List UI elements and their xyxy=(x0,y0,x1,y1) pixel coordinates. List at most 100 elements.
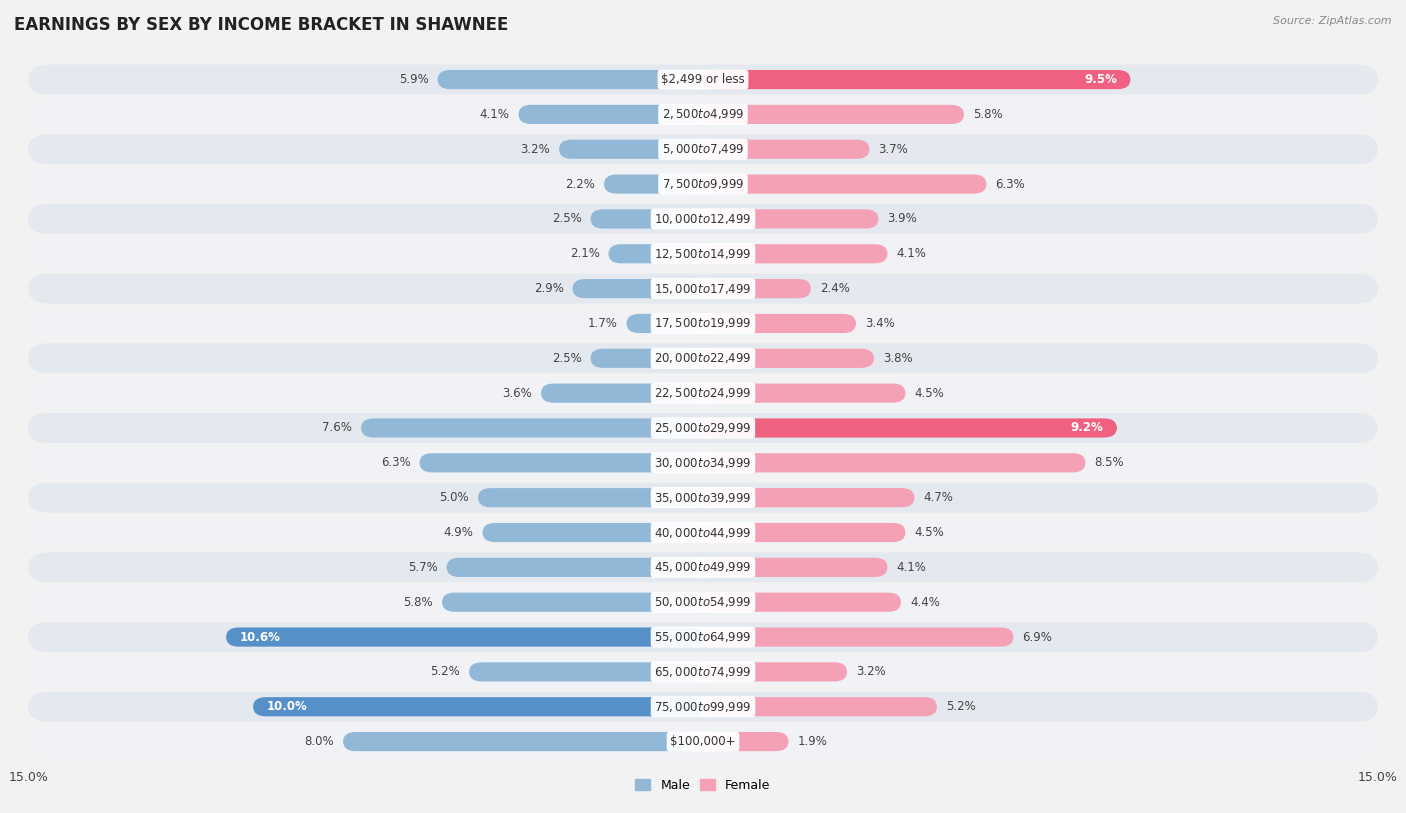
Text: 2.2%: 2.2% xyxy=(565,177,595,190)
Text: $35,000 to $39,999: $35,000 to $39,999 xyxy=(654,491,752,505)
Text: $2,499 or less: $2,499 or less xyxy=(661,73,745,86)
FancyBboxPatch shape xyxy=(28,657,1378,687)
Text: 2.4%: 2.4% xyxy=(820,282,849,295)
Text: 2.5%: 2.5% xyxy=(551,212,582,225)
FancyBboxPatch shape xyxy=(609,244,703,263)
Text: 10.0%: 10.0% xyxy=(267,700,308,713)
FancyBboxPatch shape xyxy=(28,448,1378,478)
FancyBboxPatch shape xyxy=(28,169,1378,199)
FancyBboxPatch shape xyxy=(253,698,703,716)
FancyBboxPatch shape xyxy=(703,488,914,507)
Text: 7.6%: 7.6% xyxy=(322,421,352,434)
Text: 4.1%: 4.1% xyxy=(897,247,927,260)
FancyBboxPatch shape xyxy=(703,70,1130,89)
Text: Source: ZipAtlas.com: Source: ZipAtlas.com xyxy=(1274,16,1392,26)
FancyBboxPatch shape xyxy=(28,413,1378,443)
FancyBboxPatch shape xyxy=(703,314,856,333)
Text: 8.5%: 8.5% xyxy=(1094,456,1123,469)
FancyBboxPatch shape xyxy=(28,552,1378,582)
FancyBboxPatch shape xyxy=(703,558,887,577)
Text: $45,000 to $49,999: $45,000 to $49,999 xyxy=(654,560,752,574)
Text: 3.6%: 3.6% xyxy=(502,387,531,400)
FancyBboxPatch shape xyxy=(28,622,1378,652)
FancyBboxPatch shape xyxy=(28,64,1378,94)
Text: $55,000 to $64,999: $55,000 to $64,999 xyxy=(654,630,752,644)
Text: $2,500 to $4,999: $2,500 to $4,999 xyxy=(662,107,744,121)
FancyBboxPatch shape xyxy=(28,518,1378,547)
Text: 9.5%: 9.5% xyxy=(1084,73,1116,86)
Text: 5.7%: 5.7% xyxy=(408,561,437,574)
FancyBboxPatch shape xyxy=(28,274,1378,303)
FancyBboxPatch shape xyxy=(361,419,703,437)
Text: $40,000 to $44,999: $40,000 to $44,999 xyxy=(654,525,752,540)
FancyBboxPatch shape xyxy=(28,343,1378,373)
FancyBboxPatch shape xyxy=(447,558,703,577)
FancyBboxPatch shape xyxy=(519,105,703,124)
Text: 9.2%: 9.2% xyxy=(1071,421,1104,434)
Text: 5.2%: 5.2% xyxy=(946,700,976,713)
FancyBboxPatch shape xyxy=(703,209,879,228)
Text: 8.0%: 8.0% xyxy=(305,735,335,748)
FancyBboxPatch shape xyxy=(28,239,1378,269)
FancyBboxPatch shape xyxy=(28,378,1378,408)
Text: 6.3%: 6.3% xyxy=(381,456,411,469)
FancyBboxPatch shape xyxy=(482,523,703,542)
Text: $15,000 to $17,499: $15,000 to $17,499 xyxy=(654,281,752,296)
Text: 5.2%: 5.2% xyxy=(430,665,460,678)
FancyBboxPatch shape xyxy=(703,419,1116,437)
Text: 1.7%: 1.7% xyxy=(588,317,617,330)
Text: 2.9%: 2.9% xyxy=(534,282,564,295)
Text: 5.9%: 5.9% xyxy=(399,73,429,86)
Text: 3.2%: 3.2% xyxy=(520,143,550,156)
Text: $100,000+: $100,000+ xyxy=(671,735,735,748)
Text: $65,000 to $74,999: $65,000 to $74,999 xyxy=(654,665,752,679)
FancyBboxPatch shape xyxy=(703,454,1085,472)
Text: $50,000 to $54,999: $50,000 to $54,999 xyxy=(654,595,752,609)
FancyBboxPatch shape xyxy=(591,209,703,228)
FancyBboxPatch shape xyxy=(28,483,1378,513)
FancyBboxPatch shape xyxy=(703,628,1014,646)
FancyBboxPatch shape xyxy=(343,732,703,751)
Text: $7,500 to $9,999: $7,500 to $9,999 xyxy=(662,177,744,191)
FancyBboxPatch shape xyxy=(437,70,703,89)
Text: $5,000 to $7,499: $5,000 to $7,499 xyxy=(662,142,744,156)
FancyBboxPatch shape xyxy=(28,134,1378,164)
FancyBboxPatch shape xyxy=(703,698,936,716)
FancyBboxPatch shape xyxy=(703,349,875,367)
FancyBboxPatch shape xyxy=(28,727,1378,757)
Text: $17,500 to $19,999: $17,500 to $19,999 xyxy=(654,316,752,330)
Text: 4.1%: 4.1% xyxy=(479,108,509,121)
FancyBboxPatch shape xyxy=(541,384,703,402)
Text: 4.1%: 4.1% xyxy=(897,561,927,574)
FancyBboxPatch shape xyxy=(478,488,703,507)
Text: $10,000 to $12,499: $10,000 to $12,499 xyxy=(654,212,752,226)
Text: $22,500 to $24,999: $22,500 to $24,999 xyxy=(654,386,752,400)
FancyBboxPatch shape xyxy=(572,279,703,298)
Text: 4.5%: 4.5% xyxy=(914,526,945,539)
FancyBboxPatch shape xyxy=(28,99,1378,129)
Text: 5.8%: 5.8% xyxy=(404,596,433,609)
Text: 3.9%: 3.9% xyxy=(887,212,917,225)
Text: 3.2%: 3.2% xyxy=(856,665,886,678)
Text: $20,000 to $22,499: $20,000 to $22,499 xyxy=(654,351,752,365)
FancyBboxPatch shape xyxy=(591,349,703,367)
FancyBboxPatch shape xyxy=(419,454,703,472)
Text: 4.7%: 4.7% xyxy=(924,491,953,504)
FancyBboxPatch shape xyxy=(703,140,869,159)
Legend: Male, Female: Male, Female xyxy=(630,774,776,797)
FancyBboxPatch shape xyxy=(226,628,703,646)
FancyBboxPatch shape xyxy=(441,593,703,612)
FancyBboxPatch shape xyxy=(28,204,1378,234)
Text: 4.9%: 4.9% xyxy=(444,526,474,539)
FancyBboxPatch shape xyxy=(28,692,1378,722)
FancyBboxPatch shape xyxy=(703,105,965,124)
Text: 6.3%: 6.3% xyxy=(995,177,1025,190)
FancyBboxPatch shape xyxy=(703,663,846,681)
Text: 2.1%: 2.1% xyxy=(569,247,599,260)
FancyBboxPatch shape xyxy=(605,175,703,193)
Text: 5.8%: 5.8% xyxy=(973,108,1002,121)
FancyBboxPatch shape xyxy=(703,175,987,193)
FancyBboxPatch shape xyxy=(703,244,887,263)
Text: 10.6%: 10.6% xyxy=(239,631,280,644)
FancyBboxPatch shape xyxy=(28,587,1378,617)
